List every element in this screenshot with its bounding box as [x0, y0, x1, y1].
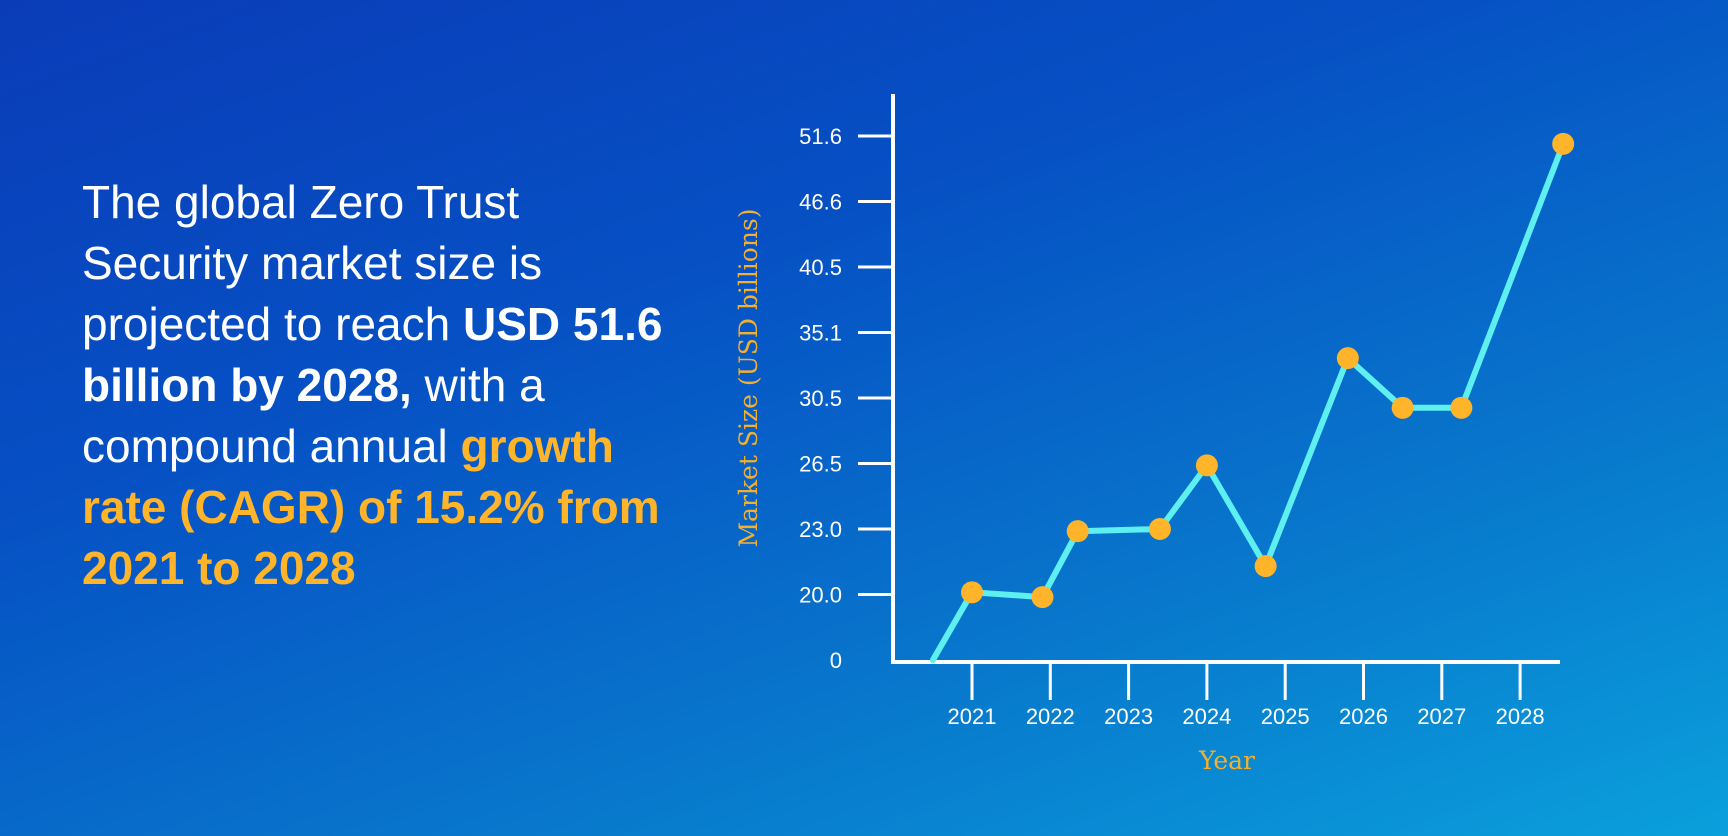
- data-point-marker: [1450, 396, 1473, 419]
- y-tick-label: 51.6: [799, 124, 842, 149]
- x-axis-ticks: 2021 2022 2023 2024 2025 2026 2027 2028: [948, 662, 1545, 729]
- y-tick-label: 30.5: [799, 386, 842, 411]
- y-tick-label: 23.0: [799, 517, 842, 542]
- headline-intro: The global Zero Trust Security market si…: [82, 176, 543, 350]
- x-tick-label: 2028: [1496, 704, 1545, 729]
- y-tick-label: 46.6: [799, 190, 842, 215]
- headline-connector: with a compound annual: [82, 359, 545, 472]
- x-tick-label: 2026: [1339, 704, 1388, 729]
- data-point-marker: [1066, 520, 1089, 543]
- y-tick-label: 35.1: [799, 321, 842, 346]
- x-tick-label: 2024: [1182, 704, 1231, 729]
- x-tick-label: 2023: [1104, 704, 1153, 729]
- headline-market-value: USD 51.6 billion by 2028,: [82, 298, 663, 411]
- headline: The global Zero Trust Security market si…: [82, 172, 682, 599]
- y-tick-label: 26.5: [799, 452, 842, 477]
- headline-cagr: growth rate (CAGR) of 15.2% from 2021 to…: [82, 420, 660, 594]
- x-tick-label: 2025: [1261, 704, 1310, 729]
- y-tick-label: 40.5: [799, 255, 842, 280]
- data-point-marker: [1031, 586, 1054, 609]
- data-point-marker: [1552, 132, 1575, 155]
- data-point-marker: [961, 581, 983, 604]
- data-point-marker: [1254, 555, 1277, 578]
- data-point-marker: [1148, 518, 1171, 540]
- y-axis-title: Market Size (USD billions): [734, 208, 763, 547]
- data-point-marker: [1336, 347, 1359, 370]
- x-tick-label: 2021: [948, 704, 997, 729]
- series-markers: [961, 132, 1575, 609]
- data-point-marker: [1195, 454, 1218, 477]
- y-tick-label: 20.0: [799, 583, 842, 608]
- y-tick-label: 0: [830, 648, 842, 673]
- x-tick-label: 2027: [1417, 704, 1466, 729]
- x-axis-title: Year: [1198, 746, 1255, 775]
- x-tick-label: 2022: [1026, 704, 1075, 729]
- data-point-marker: [1391, 396, 1414, 419]
- y-axis-ticks: 0 20.0 23.0 26.5 30.5 35.1 40.5 46.6 51.6: [799, 124, 893, 673]
